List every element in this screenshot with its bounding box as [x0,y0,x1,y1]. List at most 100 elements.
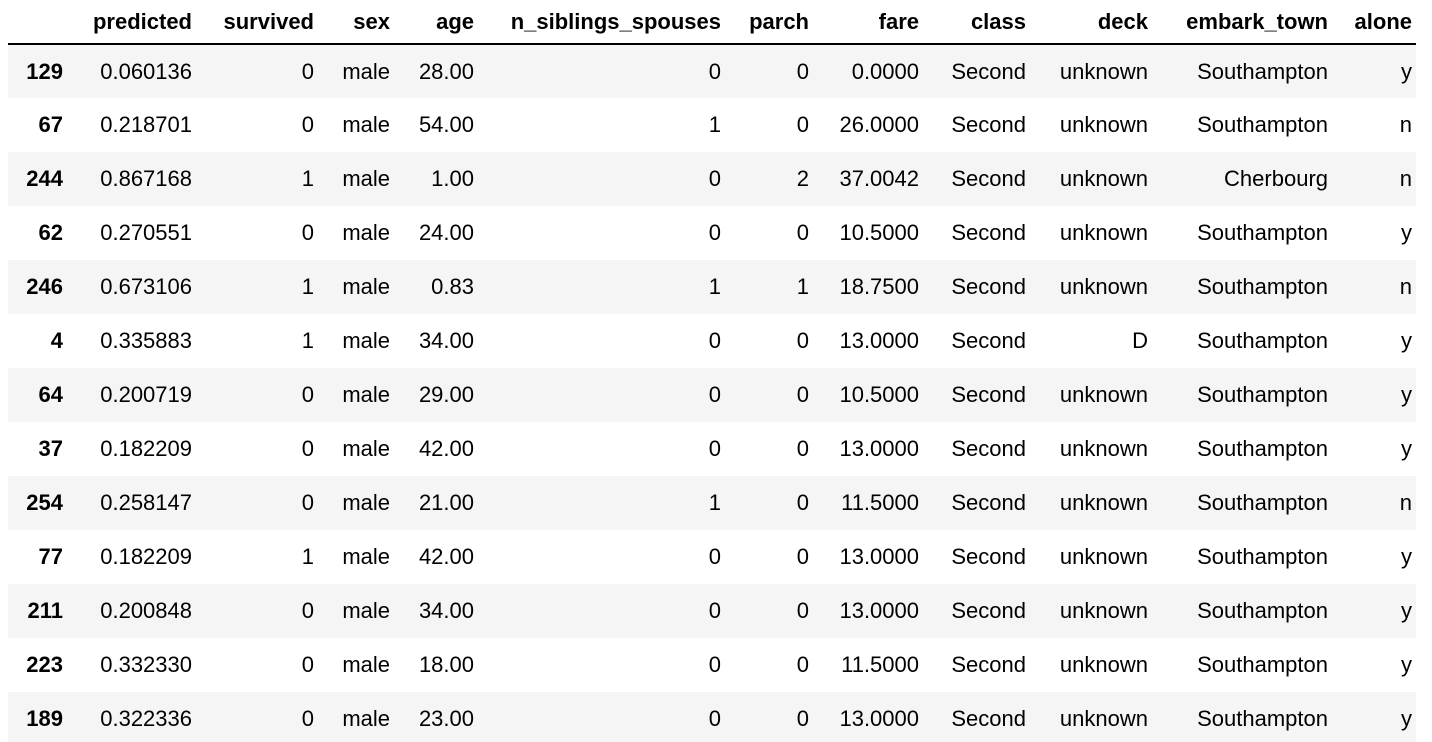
cell-parch: 0 [796,598,809,623]
column-header-n-siblings-spouses: n_siblings_spouses [478,0,725,45]
table-row: 129 0.060136 0 male 28.00 0 0 0.0000 Second unkno… [8,44,1416,98]
cell-parch: 0 [796,58,809,84]
dataframe-table: predicted survived sex age n_siblings_sp… [8,0,1416,742]
cell-sex: male [342,382,390,407]
cell-alone: y [1401,382,1412,407]
cell-deck: unknown [1059,544,1148,569]
cell-fare: 18.7500 [839,274,919,299]
table-row: 77 0.182209 1 male 42.00 0 0 13.0000 Second unkno… [8,530,1416,584]
cell-parch: 2 [796,166,809,191]
table-row: 67 0.218701 0 male 54.00 1 0 26.0000 Second unkno… [8,98,1416,152]
cell-age: 23.00 [418,706,474,731]
cell-deck: unknown [1059,598,1148,623]
cell-class: Second [951,706,1026,731]
column-header-fare: fare [813,0,923,45]
cell-sex: male [342,112,390,137]
cell-sex: male [342,274,390,299]
cell-n-siblings-spouses: 1 [708,490,721,515]
cell-fare: 13.0000 [839,328,919,353]
table-row: 244 0.867168 1 male 1.00 0 2 37.0042 Second unkno… [8,152,1416,206]
table-row: 189 0.322336 0 male 23.00 0 0 13.0000 Second unkn… [8,692,1416,742]
cell-age: 54.00 [418,112,474,137]
cell-embark-town: Southampton [1197,220,1328,245]
cell-sex: male [342,598,390,623]
cell-parch: 0 [796,706,809,731]
row-index: 77 [38,544,63,569]
cell-sex: male [342,436,390,461]
cell-fare: 0.0000 [851,58,919,84]
cell-n-siblings-spouses: 0 [708,598,721,623]
cell-parch: 1 [796,274,809,299]
cell-age: 29.00 [418,382,474,407]
cell-deck: unknown [1059,220,1148,245]
cell-parch: 0 [796,112,809,137]
table-row: 223 0.332330 0 male 18.00 0 0 11.5000 Second unkn… [8,638,1416,692]
cell-fare: 26.0000 [839,112,919,137]
cell-alone: y [1401,220,1412,245]
row-index: 254 [26,490,63,515]
cell-survived: 1 [301,544,314,569]
cell-class: Second [951,274,1026,299]
cell-age: 0.83 [431,274,474,299]
cell-sex: male [342,58,390,84]
cell-fare: 10.5000 [839,220,919,245]
cell-n-siblings-spouses: 0 [708,166,721,191]
table-row: 254 0.258147 0 male 21.00 1 0 11.5000 Second unkn… [8,476,1416,530]
cell-deck: unknown [1059,274,1148,299]
cell-sex: male [342,490,390,515]
row-index: 37 [38,436,63,461]
cell-n-siblings-spouses: 0 [708,652,721,677]
cell-predicted: 0.673106 [100,274,192,299]
cell-alone: n [1399,166,1412,191]
cell-class: Second [951,58,1026,84]
cell-alone: y [1401,598,1412,623]
cell-parch: 0 [796,436,809,461]
row-index: 4 [50,328,63,353]
header-row: predicted survived sex age n_siblings_sp… [8,0,1416,45]
cell-survived: 0 [301,382,314,407]
cell-sex: male [342,328,390,353]
cell-sex: male [342,544,390,569]
cell-class: Second [951,382,1026,407]
cell-deck: unknown [1059,382,1148,407]
column-header-alone: alone [1332,0,1416,45]
row-index: 244 [26,166,63,191]
table-header: predicted survived sex age n_siblings_sp… [8,0,1416,45]
cell-sex: male [342,706,390,731]
cell-age: 28.00 [418,58,474,84]
cell-deck: unknown [1059,58,1148,84]
cell-predicted: 0.335883 [100,328,192,353]
cell-predicted: 0.218701 [100,112,192,137]
cell-age: 21.00 [418,490,474,515]
cell-fare: 11.5000 [841,652,919,677]
cell-survived: 0 [301,598,314,623]
cell-age: 18.00 [418,652,474,677]
cell-alone: y [1401,706,1412,731]
cell-sex: male [342,652,390,677]
cell-embark-town: Southampton [1197,382,1328,407]
cell-fare: 13.0000 [839,706,919,731]
column-header-sex: sex [318,0,394,45]
cell-survived: 1 [301,274,314,299]
cell-n-siblings-spouses: 1 [708,274,721,299]
cell-alone: y [1401,58,1412,84]
cell-predicted: 0.332330 [100,652,192,677]
cell-age: 42.00 [418,544,474,569]
cell-survived: 0 [301,436,314,461]
cell-n-siblings-spouses: 0 [708,58,721,84]
cell-survived: 0 [301,706,314,731]
cell-predicted: 0.867168 [100,166,192,191]
table-row: 4 0.335883 1 male 34.00 0 0 13.0000 Second D South… [8,314,1416,368]
cell-class: Second [951,166,1026,191]
cell-class: Second [951,220,1026,245]
column-header-class: class [923,0,1030,45]
cell-n-siblings-spouses: 0 [708,382,721,407]
cell-survived: 1 [301,328,314,353]
cell-embark-town: Southampton [1197,544,1328,569]
cell-predicted: 0.322336 [100,706,192,731]
cell-deck: unknown [1059,112,1148,137]
table-row: 62 0.270551 0 male 24.00 0 0 10.5000 Second unkno… [8,206,1416,260]
cell-predicted: 0.270551 [100,220,192,245]
cell-predicted: 0.182209 [100,544,192,569]
row-index: 67 [38,112,63,137]
